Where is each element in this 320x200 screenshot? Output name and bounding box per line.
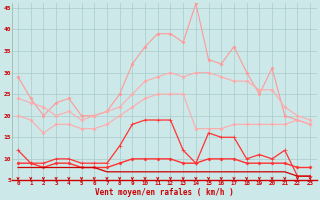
X-axis label: Vent moyen/en rafales ( km/h ): Vent moyen/en rafales ( km/h ): [95, 188, 234, 197]
